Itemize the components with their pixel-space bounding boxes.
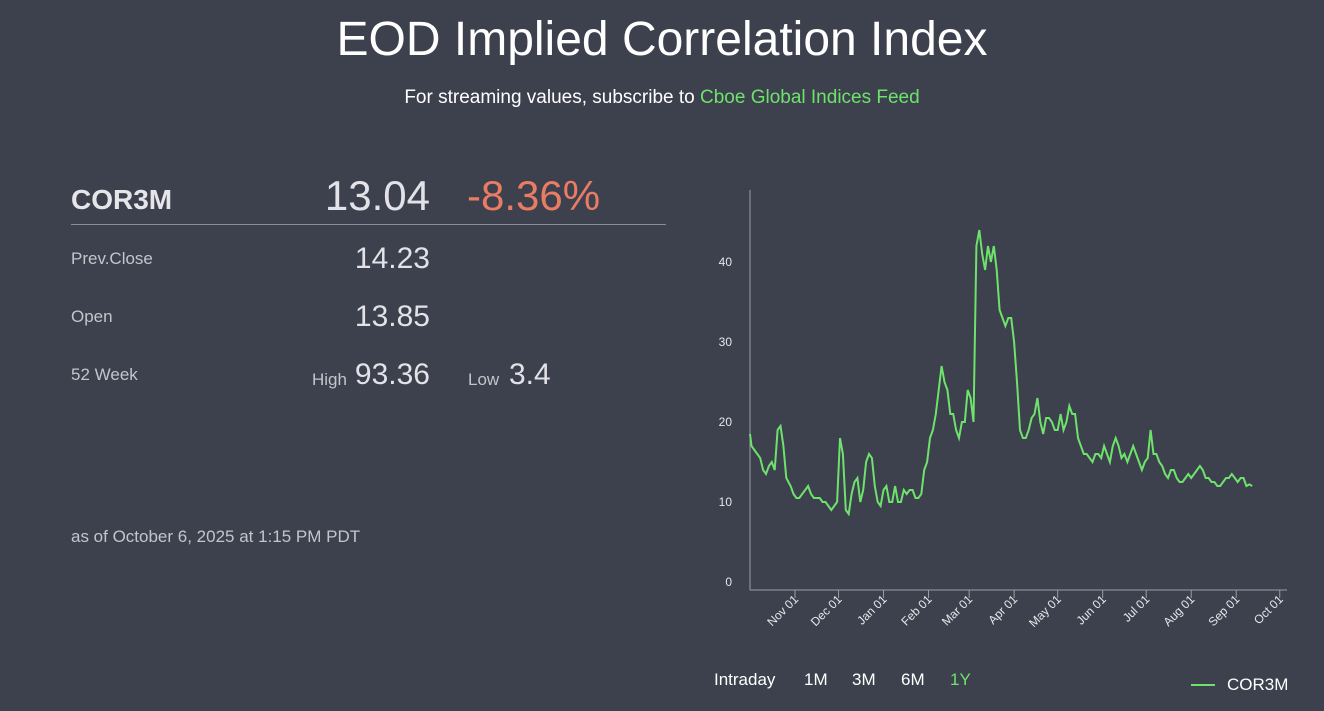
x-tick-label: Dec 01	[808, 592, 845, 629]
x-tick-label: Aug 01	[1161, 592, 1198, 629]
legend-swatch	[1191, 684, 1215, 686]
as-of-timestamp: as of October 6, 2025 at 1:15 PM PDT	[71, 527, 361, 546]
y-tick-label: 0	[725, 575, 732, 589]
subtitle: For streaming values, subscribe to Cboe …	[0, 87, 1324, 109]
prev-close-value: 14.23	[354, 242, 430, 275]
x-tick-label: Oct 01	[1251, 592, 1286, 627]
change-percent: -8.36%	[467, 172, 601, 219]
x-tick-label: Sep 01	[1206, 592, 1243, 629]
cboe-feed-link[interactable]: Cboe Global Indices Feed	[700, 87, 920, 108]
open-value: 13.85	[354, 300, 430, 333]
range-1y-button[interactable]: 1Y	[950, 670, 971, 689]
week52-label: 52 Week	[71, 365, 138, 384]
page-title: EOD Implied Correlation Index	[336, 13, 988, 66]
prev-close-label: Prev.Close	[71, 249, 153, 268]
open-label: Open	[71, 307, 113, 326]
x-tick-label: May 01	[1026, 592, 1064, 630]
last-value: 13.04	[324, 172, 430, 219]
quote-divider	[71, 224, 666, 225]
index-symbol: COR3M	[71, 184, 173, 215]
x-tick-label: Jul 01	[1120, 592, 1153, 625]
low-label: Low	[468, 370, 500, 389]
y-tick-label: 30	[719, 335, 733, 349]
x-tick-label: Jun 01	[1073, 592, 1109, 628]
x-tick-label: Apr 01	[985, 592, 1020, 627]
subtitle-text: For streaming values, subscribe to	[404, 87, 695, 108]
x-tick-label: Mar 01	[939, 592, 976, 629]
legend-label: COR3M	[1227, 675, 1289, 694]
x-tick-label: Nov 01	[764, 592, 801, 629]
x-tick-label: Feb 01	[898, 592, 935, 629]
range-1m-button[interactable]: 1M	[804, 670, 828, 689]
range-6m-button[interactable]: 6M	[901, 670, 925, 689]
y-tick-label: 40	[719, 255, 733, 269]
y-tick-label: 10	[719, 495, 733, 509]
x-tick-label: Jan 01	[854, 592, 890, 628]
high-value: 93.36	[354, 358, 430, 391]
range-3m-button[interactable]: 3M	[852, 670, 876, 689]
low-value: 3.4	[509, 358, 551, 391]
range-intraday-button[interactable]: Intraday	[714, 670, 776, 689]
y-tick-label: 20	[719, 415, 733, 429]
high-label: High	[312, 370, 347, 389]
series-line-cor3m	[749, 229, 1253, 517]
